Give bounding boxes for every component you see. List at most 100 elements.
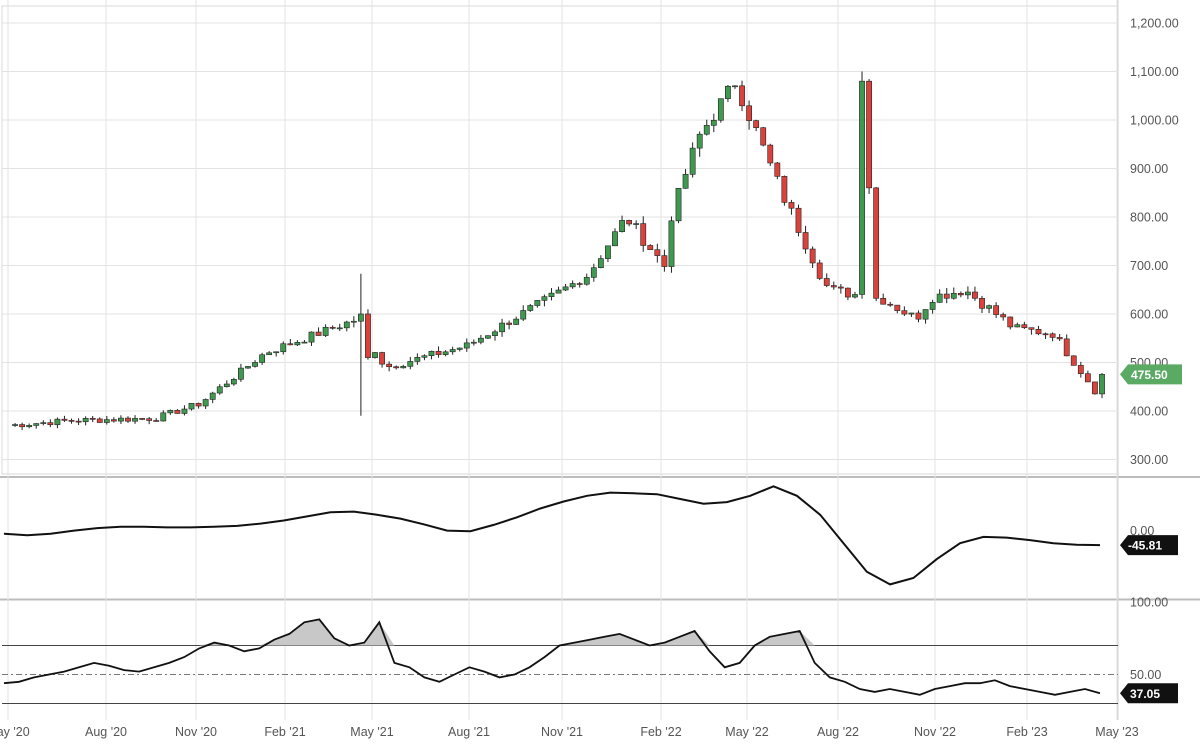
candle-body[interactable]	[1070, 355, 1077, 366]
candle-body[interactable]	[894, 304, 901, 311]
candle-body[interactable]	[89, 418, 96, 420]
candle-body[interactable]	[548, 292, 555, 297]
candle-body[interactable]	[922, 309, 929, 320]
candle-body[interactable]	[188, 403, 195, 410]
candle-body[interactable]	[837, 286, 844, 289]
candle-body[interactable]	[929, 302, 936, 310]
candle-body[interactable]	[1049, 333, 1056, 338]
candle-body[interactable]	[26, 425, 33, 428]
candle-body[interactable]	[12, 424, 18, 426]
candle-body[interactable]	[746, 105, 752, 121]
candle-body[interactable]	[661, 255, 668, 267]
candle-body[interactable]	[280, 343, 287, 353]
candle-body[interactable]	[110, 419, 117, 422]
candle-body[interactable]	[372, 352, 378, 358]
candle-body[interactable]	[294, 341, 301, 346]
candle-body[interactable]	[605, 245, 611, 259]
candle-body[interactable]	[245, 366, 251, 369]
candle-body[interactable]	[252, 362, 258, 367]
candle-body[interactable]	[365, 313, 371, 358]
candle-body[interactable]	[576, 283, 583, 285]
candle-body[interactable]	[823, 278, 830, 286]
candle-body[interactable]	[421, 355, 428, 358]
candle-body[interactable]	[449, 349, 456, 353]
candle-body[interactable]	[477, 337, 484, 343]
candle-body[interactable]	[534, 300, 541, 306]
candle-body[interactable]	[407, 361, 414, 367]
candle-body[interactable]	[640, 223, 647, 246]
candle-body[interactable]	[541, 296, 548, 301]
candle-body[interactable]	[880, 297, 887, 305]
candle-body[interactable]	[739, 85, 745, 107]
candle-body[interactable]	[696, 133, 703, 149]
candle-body[interactable]	[54, 418, 61, 426]
candle-body[interactable]	[1042, 333, 1049, 336]
candle-body[interactable]	[626, 220, 633, 225]
candle-body[interactable]	[788, 202, 795, 209]
candle-body[interactable]	[238, 367, 244, 380]
candle-body[interactable]	[393, 366, 400, 369]
candle-body[interactable]	[619, 220, 625, 233]
candle-body[interactable]	[943, 293, 950, 299]
candle-body[interactable]	[308, 331, 315, 343]
candle-body[interactable]	[936, 293, 943, 303]
candle-body[interactable]	[972, 291, 978, 299]
candle-body[interactable]	[209, 392, 216, 400]
candle-body[interactable]	[329, 326, 336, 329]
candle-body[interactable]	[1000, 314, 1007, 318]
candle-body[interactable]	[1021, 324, 1028, 328]
candle-body[interactable]	[428, 350, 435, 357]
candle-body[interactable]	[266, 352, 273, 356]
candle-body[interactable]	[75, 420, 82, 423]
candle-body[interactable]	[223, 383, 230, 388]
candle-body[interactable]	[160, 412, 167, 422]
candle-body[interactable]	[287, 343, 294, 346]
candle-body[interactable]	[654, 249, 661, 256]
candle-body[interactable]	[61, 418, 68, 421]
candle-body[interactable]	[301, 341, 308, 344]
candle-body[interactable]	[456, 347, 463, 350]
candle-body[interactable]	[964, 291, 971, 296]
candle-body[interactable]	[216, 386, 223, 394]
candle-body[interactable]	[146, 418, 153, 421]
candle-body[interactable]	[343, 321, 350, 329]
candle-body[interactable]	[1084, 373, 1091, 383]
candle-body[interactable]	[118, 417, 124, 422]
candle-body[interactable]	[957, 292, 964, 296]
candle-body[interactable]	[816, 262, 823, 279]
candle-body[interactable]	[230, 379, 237, 385]
candle-body[interactable]	[612, 231, 618, 247]
candle-body[interactable]	[82, 418, 89, 423]
candle-body[interactable]	[527, 305, 534, 311]
candle-body[interactable]	[633, 223, 640, 225]
candle-body[interactable]	[414, 357, 421, 362]
candle-body[interactable]	[1014, 324, 1021, 328]
candle-body[interactable]	[710, 119, 717, 126]
candle-body[interactable]	[887, 303, 894, 306]
candle-body[interactable]	[583, 277, 590, 285]
candle-body[interactable]	[273, 351, 280, 354]
candle-body[interactable]	[386, 363, 393, 368]
candle-body[interactable]	[336, 327, 343, 330]
candle-body[interactable]	[1035, 329, 1042, 335]
candle-body[interactable]	[506, 322, 513, 325]
candle-body[interactable]	[682, 174, 689, 189]
candle-body[interactable]	[802, 232, 809, 250]
candle-body[interactable]	[781, 176, 788, 203]
candle-body[interactable]	[33, 423, 40, 426]
candle-body[interactable]	[590, 267, 597, 278]
candle-body[interactable]	[195, 403, 202, 407]
candle-body[interactable]	[485, 335, 491, 339]
candle-body[interactable]	[675, 188, 682, 222]
candle-body[interactable]	[202, 399, 209, 407]
candle-body[interactable]	[809, 248, 816, 264]
candle-body[interactable]	[1077, 365, 1084, 374]
candle-body[interactable]	[139, 418, 146, 420]
candle-body[interactable]	[499, 322, 505, 333]
candle-body[interactable]	[703, 125, 710, 135]
candle-body[interactable]	[725, 85, 731, 99]
candle-body[interactable]	[174, 409, 181, 414]
candle-body[interactable]	[259, 354, 265, 363]
candle-body[interactable]	[19, 424, 26, 428]
